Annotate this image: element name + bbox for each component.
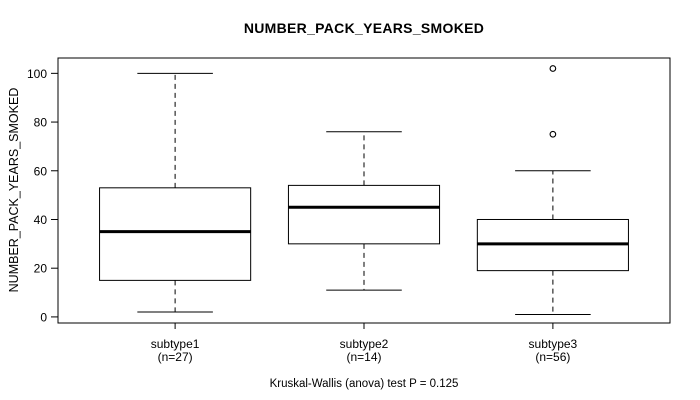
y-tick-label: 80 <box>34 116 48 130</box>
y-tick-label: 60 <box>34 164 48 178</box>
x-group-sublabel: (n=56) <box>535 350 570 364</box>
boxplot-subtype3: subtype3(n=56) <box>476 65 629 364</box>
x-group-label: subtype2 <box>340 337 389 351</box>
boxplot-subtype1: subtype1(n=27) <box>99 72 252 364</box>
y-tick-label: 0 <box>40 310 47 324</box>
iqr-box <box>287 184 441 245</box>
boxplot-subtype2: subtype2(n=14) <box>287 131 441 364</box>
x-group-label: subtype1 <box>151 337 200 351</box>
chart-title: NUMBER_PACK_YEARS_SMOKED <box>243 20 485 36</box>
plot-frame <box>57 57 671 324</box>
caption: Kruskal-Wallis (anova) test P = 0.125 <box>269 378 459 390</box>
y-tick-label: 100 <box>27 67 47 81</box>
outlier-point <box>549 130 557 138</box>
x-group-sublabel: (n=27) <box>158 350 193 364</box>
x-group-sublabel: (n=14) <box>346 350 381 364</box>
y-tick-label: 40 <box>34 213 48 227</box>
y-tick-label: 20 <box>34 262 48 276</box>
iqr-box <box>99 187 252 281</box>
outlier-point <box>549 65 557 72</box>
x-group-label: subtype3 <box>529 337 578 351</box>
